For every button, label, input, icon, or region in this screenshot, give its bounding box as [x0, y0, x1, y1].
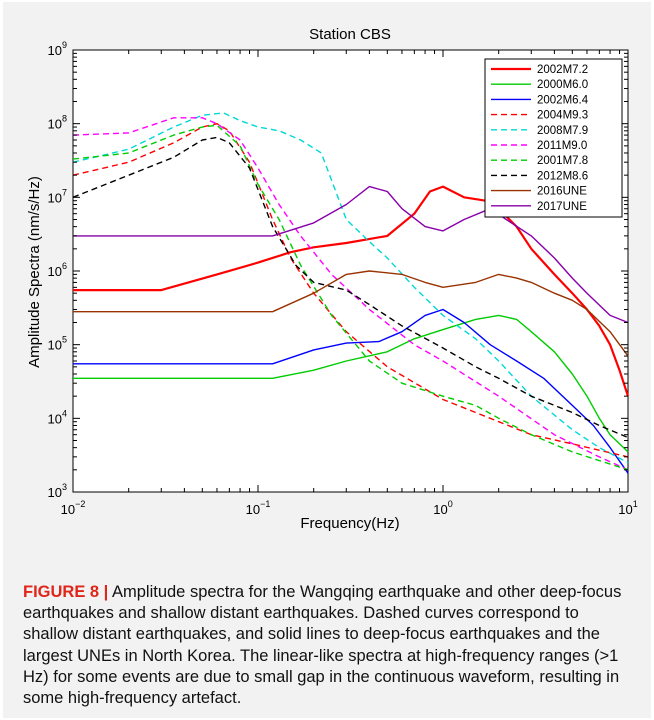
legend-label-2008M7.9: 2008M7.9	[537, 125, 588, 137]
legend-label-2000M6.0: 2000M6.0	[537, 79, 588, 91]
series-line-2004M9.3	[72, 123, 629, 458]
figure-caption: FIGURE 8 | Amplitude spectra for the Wan…	[23, 582, 637, 709]
chart-title: Station CBS	[309, 26, 391, 43]
y-tick-label: 107	[48, 187, 67, 205]
legend-label-2002M7.2: 2002M7.2	[537, 64, 588, 76]
y-tick-label: 104	[48, 408, 67, 426]
legend-label-2011M9.0: 2011M9.0	[537, 140, 587, 152]
series-line-2002M6.4	[73, 308, 629, 474]
x-tick-label: 101	[618, 499, 637, 517]
series-line-2012M8.6	[72, 136, 629, 439]
x-axis-label: Frequency(Hz)	[300, 515, 399, 532]
y-tick-label: 103	[48, 482, 67, 500]
series-line-2016UNE	[73, 270, 629, 357]
y-tick-label: 105	[48, 335, 67, 353]
series-line-2017UNE	[73, 185, 629, 324]
legend-label-2012M8.6: 2012M8.6	[537, 170, 588, 182]
amplitude-spectra-chart: Station CBS 10−2 10−1 100 101 103 104 105 106 10…	[26, 26, 638, 532]
legend-label-2016UNE: 2016UNE	[537, 186, 587, 198]
legend-label-2001M7.8: 2001M7.8	[537, 155, 588, 167]
y-tick-label: 109	[48, 40, 67, 58]
x-tick-label: 10−1	[246, 499, 271, 517]
legend-label-2004M9.3: 2004M9.3	[537, 110, 588, 122]
series-curves	[72, 112, 630, 474]
series-line-2011M9.0	[72, 117, 629, 471]
series-line-2001M7.8	[72, 124, 629, 471]
x-tick-label: 100	[433, 499, 452, 517]
series-line-2000M6.0	[73, 314, 629, 453]
legend-label-2002M6.4: 2002M6.4	[537, 94, 589, 106]
y-tick-label: 106	[48, 261, 67, 279]
caption-label: FIGURE 8 |	[23, 583, 109, 601]
caption-text: Amplitude spectra for the Wangqing earth…	[23, 583, 622, 708]
legend-label-2017UNE: 2017UNE	[537, 201, 587, 213]
series-line-2008M7.9	[72, 112, 629, 464]
figure-card: Station CBS 10−2 10−1 100 101 103 104 105 106 10…	[3, 2, 651, 718]
legend: 2002M7.2 2000M6.0 2002M6.4 2004M9.3 2008M7.9…	[484, 58, 623, 218]
series-line-2002M7.2	[73, 185, 630, 397]
y-axis-label: Amplitude Spectra (nm/s/Hz)	[26, 176, 43, 368]
y-tick-label: 108	[48, 114, 67, 132]
x-tick-label: 10−2	[61, 499, 86, 517]
